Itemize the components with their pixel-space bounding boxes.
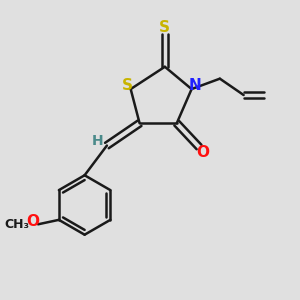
Text: S: S [159,20,170,35]
Text: CH₃: CH₃ [4,218,29,231]
Text: O: O [196,145,209,160]
Text: O: O [26,214,39,229]
Text: N: N [188,78,201,93]
Text: H: H [92,134,103,148]
Text: S: S [122,78,133,93]
